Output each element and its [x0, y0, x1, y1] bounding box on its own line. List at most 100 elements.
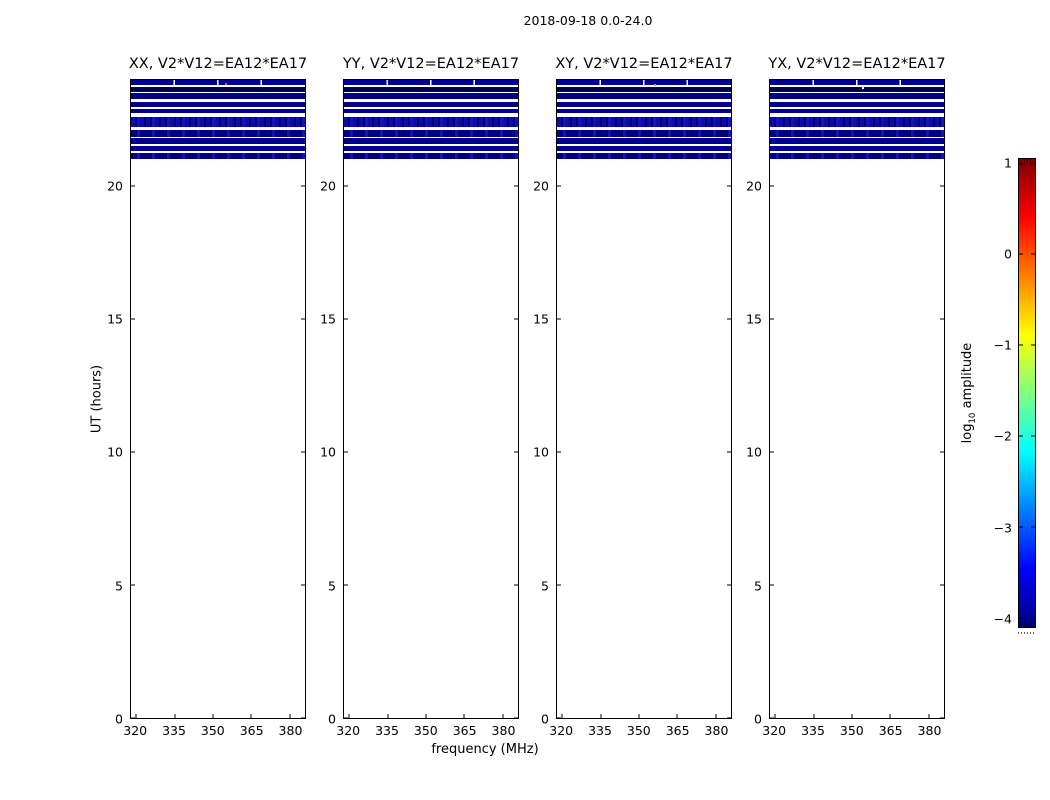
- heatmap-band: [131, 102, 305, 108]
- heatmap-band: [557, 102, 731, 108]
- heatmap-band: [344, 138, 518, 145]
- data-speck: [862, 87, 865, 90]
- heatmap-band: [344, 129, 518, 137]
- x-tick-label: 350: [200, 723, 225, 738]
- heatmap-band: [344, 93, 518, 100]
- y-tick-mark: [727, 451, 731, 453]
- subplot-xx: XX, V2*V12=EA12*EA17 320 335 350 365 380 0 5 10…: [107, 56, 307, 738]
- heatmap-band: [557, 138, 731, 145]
- x-tick-mark: [289, 714, 291, 718]
- y-tick-mark: [940, 584, 944, 586]
- x-tick-label: 335: [588, 723, 612, 738]
- colorbar-tick-mark: [1031, 526, 1035, 528]
- heatmap-band: [557, 87, 731, 92]
- heatmap-band: [131, 93, 305, 100]
- x-tick-mark: [813, 714, 814, 718]
- heatmap-plot-area-yy: [343, 79, 519, 719]
- y-tick-mark: [514, 185, 518, 187]
- x-tick-label: 350: [626, 723, 651, 738]
- x-tick-mark: [425, 714, 427, 718]
- x-tick-label: 335: [375, 723, 399, 738]
- x-tick-mark: [250, 714, 252, 718]
- y-tick-label: 10: [320, 444, 336, 460]
- y-tick-label: 10: [533, 444, 549, 460]
- y-tick-label: 20: [320, 178, 336, 194]
- heatmap-band: [770, 102, 944, 108]
- y-tick-label: 20: [107, 178, 123, 194]
- colorbar-tick-label: −4: [993, 611, 1012, 627]
- y-tick-mark: [131, 451, 135, 453]
- y-tick-label: 5: [754, 578, 762, 594]
- heatmap-band: [344, 152, 518, 160]
- x-tick-mark: [928, 714, 930, 718]
- heatmap-band: [131, 138, 305, 145]
- y-tick-mark: [940, 717, 944, 718]
- y-tick-mark: [514, 318, 518, 320]
- colorbar: [1018, 158, 1036, 628]
- y-tick-mark: [940, 318, 944, 320]
- heatmap-band: [131, 108, 305, 114]
- subplot-yy: YY, V2*V12=EA12*EA17 320 335 350 365 380 0 5 10…: [320, 56, 519, 738]
- colorbar-tick-mark: [1019, 253, 1023, 255]
- colorbar-tick-label: −2: [993, 428, 1012, 444]
- y-tick-label: 20: [746, 178, 762, 194]
- x-tick-mark: [889, 714, 891, 718]
- y-tick-mark: [514, 717, 518, 718]
- y-tick-label: 5: [328, 578, 336, 594]
- y-tick-mark: [770, 717, 774, 718]
- heatmap-band: [770, 108, 944, 114]
- x-tick-mark: [715, 714, 717, 718]
- x-tick-mark: [676, 714, 678, 718]
- y-tick-label: 10: [107, 444, 123, 460]
- heatmap-band: [557, 108, 731, 114]
- x-tick-mark: [463, 714, 465, 718]
- heatmap-band: [557, 93, 731, 100]
- x-tick-mark: [174, 714, 175, 718]
- x-tick-mark: [387, 714, 388, 718]
- heatmap-band: [131, 80, 305, 86]
- y-tick-mark: [301, 318, 305, 320]
- y-tick-mark: [727, 318, 731, 320]
- heatmap-band: [131, 145, 305, 151]
- y-tick-label: 10: [746, 444, 762, 460]
- colorbar-tick-mark: [1019, 344, 1023, 346]
- y-tick-mark: [940, 185, 944, 187]
- x-tick-label: 365: [239, 723, 264, 738]
- y-tick-mark: [344, 717, 348, 718]
- heatmap-band: [770, 138, 944, 145]
- x-tick-label: 320: [336, 723, 361, 738]
- x-tick-label: 380: [704, 723, 729, 738]
- y-tick-mark: [301, 185, 305, 187]
- heatmap-band: [770, 93, 944, 100]
- colorbar-tick-mark: [1031, 253, 1035, 255]
- y-tick-mark: [131, 318, 135, 320]
- x-tick-label: 365: [878, 723, 903, 738]
- y-tick-mark: [940, 451, 944, 453]
- y-tick-mark: [557, 717, 561, 718]
- y-tick-mark: [770, 584, 774, 586]
- heatmap-band: [557, 129, 731, 137]
- colorbar-tick-mark: [1031, 163, 1035, 165]
- y-tick-mark: [131, 185, 135, 187]
- x-tick-mark: [600, 714, 601, 718]
- y-tick-label: 15: [533, 311, 549, 327]
- heatmap-band: [557, 80, 731, 86]
- heatmap-band: [557, 116, 731, 127]
- y-tick-mark: [770, 318, 774, 320]
- y-tick-mark: [727, 584, 731, 586]
- heatmap-band: [344, 108, 518, 114]
- colorbar-tick-label: 0: [1004, 246, 1012, 262]
- x-tick-mark: [638, 714, 640, 718]
- subplot-xy: XY, V2*V12=EA12*EA17 320 335 350 365 380 0 5 10…: [533, 56, 733, 738]
- figure-title: 2018-09-18 0.0-24.0: [523, 13, 653, 28]
- x-tick-label: 380: [491, 723, 516, 738]
- colorbar-tick-mark: [1019, 617, 1023, 619]
- y-tick-label: 15: [107, 311, 123, 327]
- y-tick-label: 0: [541, 711, 549, 727]
- y-tick-mark: [557, 318, 561, 320]
- x-tick-mark: [851, 714, 853, 718]
- colorbar-tick-mark: [1019, 526, 1023, 528]
- y-tick-label: 0: [328, 711, 336, 727]
- colorbar-tick-label: −3: [993, 520, 1012, 536]
